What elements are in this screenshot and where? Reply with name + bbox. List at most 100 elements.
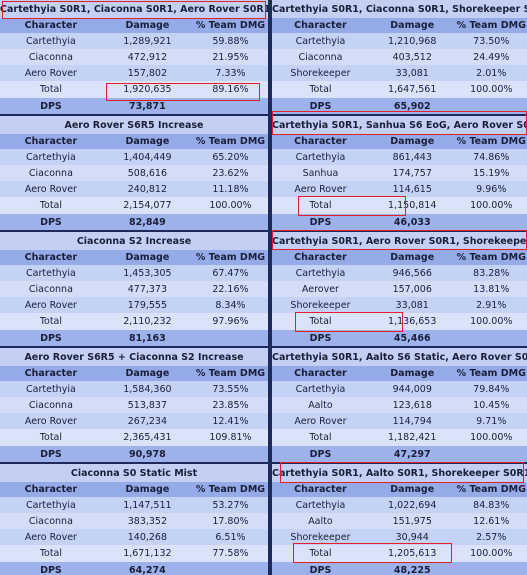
cell: Ciaconna: [28, 399, 73, 411]
column-header: Character: [24, 484, 78, 495]
total-row: Total 1,182,421 100.00%: [272, 429, 527, 446]
dps-cell: 47,297: [393, 448, 431, 460]
total-row: Total 1,150,814 100.00%: [272, 197, 527, 214]
cell: 83.28%: [473, 267, 510, 279]
cell: Ciaconna: [298, 51, 343, 63]
header-row: Character Damage % Team DMG: [0, 18, 268, 33]
total-cell: 1,205,613: [388, 548, 437, 559]
dps-cell: 46,033: [393, 216, 431, 228]
data-row: Ciaconna 477,373 22.16%: [0, 281, 268, 297]
cell: 2.57%: [476, 531, 507, 543]
cell: Cartethyia: [295, 35, 346, 47]
column-header: % Team DMG: [195, 368, 266, 379]
cell: 1,289,921: [123, 35, 172, 47]
column-header: % Team DMG: [456, 484, 526, 495]
data-row: Aero Rover 157,802 7.33%: [0, 65, 268, 81]
panel-title: Cartethyia S0R1, Ciaconna S0R1, Aero Rov…: [0, 3, 268, 15]
total-cell: 1,920,635: [123, 84, 172, 95]
panel-title-row: Cartethyia S0R1, Aalto S6 Static, Aero R…: [272, 348, 527, 366]
column-header: Character: [24, 252, 78, 263]
dps-cell: DPS: [309, 332, 332, 344]
cell: 79.84%: [473, 383, 510, 395]
panel-title-row: Cartethyia S0R1, Aalto S0R1, Shorekeeper…: [272, 464, 527, 482]
dps-panel: Aero Rover S6R5 Increase Character Damage%…: [0, 116, 268, 230]
data-row: Cartethyia 1,022,694 84.83%: [272, 497, 527, 513]
cell: 33,081: [395, 299, 429, 311]
dps-row: DPS 82,849: [0, 214, 268, 230]
cell: Ciaconna: [28, 515, 73, 527]
total-cell: 100.00%: [470, 200, 513, 211]
column-header: % Team DMG: [456, 136, 526, 147]
data-row: Ciaconna 383,352 17.80%: [0, 513, 268, 529]
cell: Cartethyia: [295, 267, 346, 279]
panel-title-row: Cartethyia S0R1, Aero Rover S0R1, Shorek…: [272, 232, 527, 250]
data-row: Cartethyia 946,566 83.28%: [272, 265, 527, 281]
cell: 53.27%: [212, 499, 249, 511]
cell: 477,373: [127, 283, 168, 295]
cell: 944,009: [392, 383, 432, 395]
cell: Ciaconna: [28, 283, 73, 295]
cell: Aero Rover: [24, 299, 77, 311]
data-row: Cartethyia 1,404,449 65.20%: [0, 149, 268, 165]
cell: Aero Rover: [294, 415, 347, 427]
total-row: Total 1,671,132 77.58%: [0, 545, 268, 562]
cell: 123,618: [392, 399, 432, 411]
cell: 11.18%: [212, 183, 249, 195]
header-row: Character Damage % Team DMG: [272, 134, 527, 149]
dps-cell: DPS: [40, 332, 62, 344]
cell: 7.33%: [215, 67, 246, 79]
dps-cell: 65,902: [393, 100, 431, 112]
cell: 1,210,968: [388, 35, 437, 47]
panel-title: Ciaconna S2 Increase: [76, 235, 192, 247]
column-header: Damage: [390, 136, 435, 147]
dps-row: DPS 81,163: [0, 330, 268, 346]
panel-title-row: Cartethyia S0R1, Sanhua S6 EoG, Aero Rov…: [272, 116, 527, 134]
dps-panel: Cartethyia S0R1, Aalto S0R1, Shorekeeper…: [272, 464, 527, 575]
cell: Aero Rover: [24, 531, 77, 543]
data-row: Aero Rover 240,812 11.18%: [0, 181, 268, 197]
data-row: Ciaconna 508,616 23.62%: [0, 165, 268, 181]
cell: 9.96%: [476, 183, 507, 195]
cell: Shorekeeper: [290, 67, 351, 79]
dps-cell: DPS: [40, 448, 62, 460]
total-row: Total 1,205,613 100.00%: [272, 545, 527, 562]
cell: 73.55%: [212, 383, 249, 395]
panel-title-row: Ciaconna S2 Increase: [0, 232, 268, 250]
data-row: Shorekeeper 33,081 2.01%: [272, 65, 527, 81]
cell: Cartethyia: [295, 499, 346, 511]
cell: 174,757: [392, 167, 432, 179]
column-header: Character: [294, 252, 347, 263]
panel-title-row: Cartethyia S0R1, Ciaconna S0R1, Shorekee…: [272, 0, 527, 18]
column-header: % Team DMG: [195, 20, 266, 31]
panel-title: Cartethyia S0R1, Aalto S6 Static, Aero R…: [272, 351, 527, 363]
cell: 73.50%: [473, 35, 510, 47]
total-cell: Total: [39, 316, 62, 327]
cell: 17.80%: [212, 515, 249, 527]
column-header: Damage: [125, 252, 170, 263]
dps-cell: 82,849: [129, 216, 166, 228]
cell: 267,234: [127, 415, 168, 427]
header-row: Character Damage % Team DMG: [272, 482, 527, 497]
column-header: Character: [294, 368, 347, 379]
panel-title-row: Aero Rover S6R5 Increase: [0, 116, 268, 134]
column-header: Character: [294, 484, 347, 495]
cell: Shorekeeper: [290, 299, 351, 311]
cell: 2.91%: [476, 299, 507, 311]
header-row: Character Damage % Team DMG: [0, 482, 268, 497]
cell: Aero Rover: [294, 183, 347, 195]
total-cell: 1,150,814: [388, 200, 437, 211]
data-row: Cartethyia 1,584,360 73.55%: [0, 381, 268, 397]
cell: Cartethyia: [26, 267, 76, 279]
panel-title-row: Ciaconna S0 Static Mist: [0, 464, 268, 482]
total-row: Total 2,365,431 109.81%: [0, 429, 268, 446]
data-row: Aalto 151,975 12.61%: [272, 513, 527, 529]
cell: Aero Rover: [24, 67, 77, 79]
cell: 33,081: [395, 67, 429, 79]
cell: Aalto: [308, 399, 333, 411]
cell: 22.16%: [212, 283, 249, 295]
panel-title-row: Aero Rover S6R5 + Ciaconna S2 Increase: [0, 348, 268, 366]
data-row: Cartethyia 1,289,921 59.88%: [0, 33, 268, 49]
column-header: Damage: [125, 368, 170, 379]
cell: 946,566: [392, 267, 432, 279]
dps-panel: Ciaconna S2 Increase Character Damage % Tea…: [0, 232, 268, 346]
